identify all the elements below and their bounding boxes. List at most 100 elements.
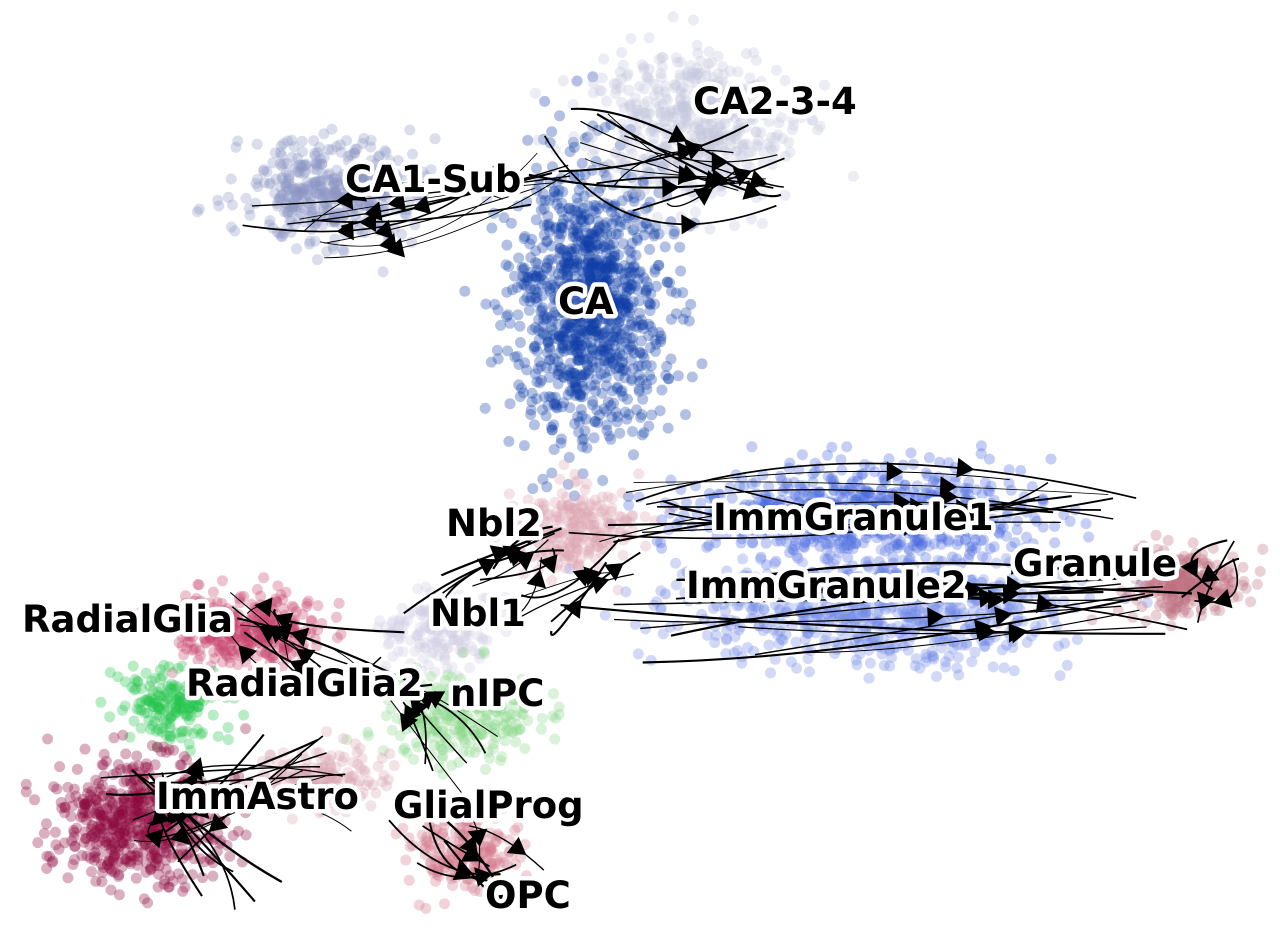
cell-point (623, 84, 635, 96)
cell-point (600, 372, 612, 384)
cell-point (567, 377, 579, 389)
cell-point (572, 222, 584, 234)
cell-point (597, 475, 609, 486)
cell-point (538, 229, 550, 241)
cell-point (552, 368, 564, 380)
cell-point (547, 362, 559, 374)
cell-point (177, 725, 189, 737)
cell-point (515, 382, 527, 394)
cell-point (612, 351, 623, 363)
cell-point (527, 270, 539, 282)
cell-point (603, 313, 615, 325)
cell-point (331, 611, 342, 623)
cell-point (625, 283, 637, 295)
cell-point (585, 306, 597, 318)
cell-point (577, 391, 588, 403)
cell-point (626, 302, 638, 314)
cell-point (556, 221, 567, 233)
cell-point (778, 618, 790, 630)
cell-point (677, 313, 689, 325)
cell-point (597, 286, 609, 298)
cell-point (568, 367, 580, 379)
cell-point (566, 344, 578, 356)
cell-point (556, 218, 568, 230)
cell-point (796, 449, 808, 461)
cell-point (265, 177, 277, 189)
cell-point (590, 271, 602, 283)
cell-point (643, 63, 655, 75)
cell-point (536, 374, 547, 386)
cell-point (531, 286, 543, 298)
cell-point (617, 365, 629, 377)
cell-point (534, 377, 546, 389)
cell-point (565, 246, 577, 258)
cell-point (586, 312, 598, 324)
cell-point (717, 61, 729, 72)
cell-point (648, 230, 660, 242)
cell-point (841, 538, 853, 550)
cell-point (425, 671, 437, 682)
cell-point (632, 648, 644, 660)
cell-point (608, 335, 620, 347)
cell-point (541, 261, 553, 273)
cell-point (318, 128, 330, 140)
cell-point (571, 340, 583, 352)
cell-point (582, 263, 594, 275)
cell-point (621, 301, 633, 313)
cell-point (616, 283, 628, 294)
cell-point (640, 284, 652, 296)
cell-point (573, 309, 585, 321)
cell-point (446, 760, 458, 771)
cell-point (604, 348, 616, 359)
cell-point (531, 162, 542, 174)
cell-point (644, 108, 655, 120)
cell-point (625, 33, 637, 44)
cell-point (636, 409, 648, 421)
cell-point (484, 752, 495, 764)
cell-point (629, 320, 641, 332)
cell-point (664, 106, 676, 117)
cell-point (578, 267, 590, 279)
cell-point (586, 342, 598, 354)
cell-point (385, 703, 397, 715)
cell-point (234, 597, 246, 609)
cell-point (568, 141, 580, 153)
cell-point (634, 347, 646, 359)
cell-point (573, 354, 585, 366)
cell-point (704, 223, 716, 235)
cell-point (630, 187, 642, 199)
cell-point (616, 340, 628, 352)
cell-point (791, 662, 803, 674)
cell-point (674, 69, 686, 81)
cell-point (590, 225, 602, 237)
cell-point (542, 400, 554, 412)
cell-point (489, 719, 501, 731)
cell-point (599, 355, 611, 367)
cell-point (207, 586, 219, 598)
cell-point (589, 301, 601, 313)
cell-point (605, 433, 617, 445)
cell-point (590, 262, 602, 274)
cell-point (931, 671, 942, 682)
cell-point (556, 228, 567, 240)
cell-point (606, 286, 617, 298)
cell-point (608, 298, 620, 310)
cell-point (544, 343, 556, 355)
cell-point (323, 143, 335, 155)
cell-point (531, 184, 543, 196)
cell-point (581, 296, 593, 308)
cell-point (596, 387, 608, 399)
cell-point (550, 221, 562, 233)
cell-point (540, 362, 552, 373)
cell-point (571, 192, 583, 204)
cell-point (543, 372, 555, 383)
cell-point (580, 244, 592, 256)
cell-point (579, 369, 591, 381)
cell-point (587, 295, 599, 307)
cell-point (564, 402, 576, 414)
cell-point (153, 710, 165, 722)
cell-point (592, 279, 604, 291)
cell-point (601, 405, 612, 417)
cell-point (694, 67, 706, 79)
cell-point (1237, 579, 1249, 591)
